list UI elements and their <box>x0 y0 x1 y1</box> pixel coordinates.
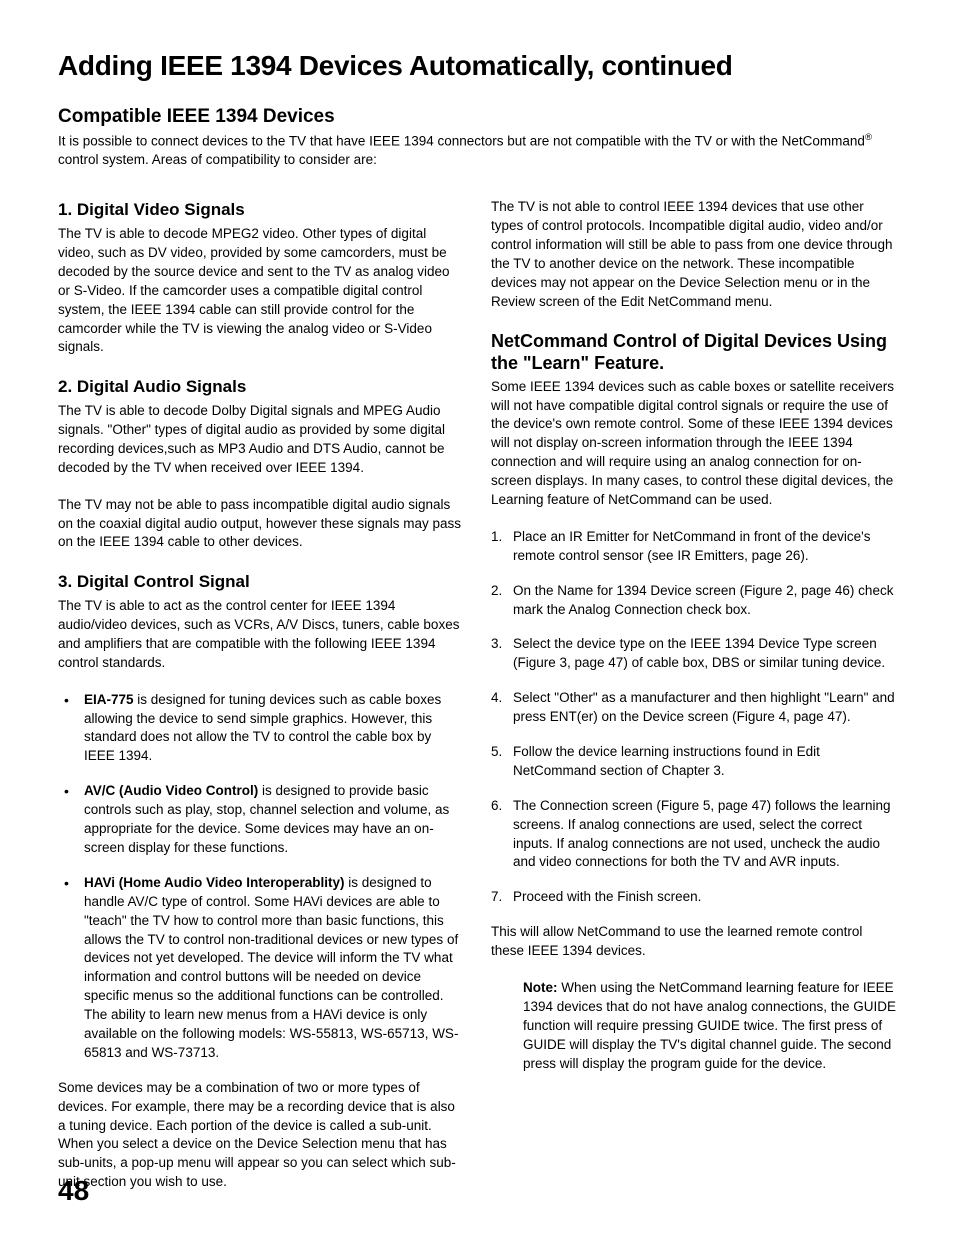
step-num: 3. <box>491 635 502 654</box>
bullet-havi-rest: is designed to handle AV/C type of contr… <box>84 875 458 1060</box>
note-label: Note: <box>523 980 558 995</box>
para-digital-audio-1: The TV is able to decode Dolby Digital s… <box>58 402 463 478</box>
heading-digital-control: 3. Digital Control Signal <box>58 570 463 594</box>
step-3: 3. Select the device type on the IEEE 139… <box>491 635 896 673</box>
step-num: 6. <box>491 797 502 816</box>
step-7: 7. Proceed with the Finish screen. <box>491 888 896 907</box>
step-6-text: The Connection screen (Figure 5, page 47… <box>513 798 890 870</box>
bullet-havi-bold: HAVi (Home Audio Video Interoperablity) <box>84 875 345 890</box>
bullet-avc-bold: AV/C (Audio Video Control) <box>84 783 258 798</box>
step-num: 4. <box>491 689 502 708</box>
para-closing: This will allow NetCommand to use the le… <box>491 923 896 961</box>
left-column: 1. Digital Video Signals The TV is able … <box>58 198 463 1210</box>
step-1: 1. Place an IR Emitter for NetCommand in … <box>491 528 896 566</box>
bullet-eia775-bold: EIA-775 <box>84 692 134 707</box>
para-sub-units: Some devices may be a combination of two… <box>58 1079 463 1192</box>
step-2-text: On the Name for 1394 Device screen (Figu… <box>513 583 893 617</box>
bullet-list-control-standards: EIA-775 is designed for tuning devices s… <box>58 691 463 1063</box>
note-block: Note: When using the NetCommand learning… <box>491 979 896 1073</box>
step-5-text: Follow the device learning instructions … <box>513 744 820 778</box>
page-number: 48 <box>58 1175 89 1207</box>
registered-mark: ® <box>865 132 872 143</box>
step-7-text: Proceed with the Finish screen. <box>513 889 701 904</box>
heading-digital-audio: 2. Digital Audio Signals <box>58 375 463 399</box>
step-num: 7. <box>491 888 502 907</box>
columns: 1. Digital Video Signals The TV is able … <box>58 198 896 1210</box>
para-digital-audio-2: The TV may not be able to pass incompati… <box>58 496 463 553</box>
numbered-steps: 1. Place an IR Emitter for NetCommand in … <box>491 528 896 907</box>
step-2: 2. On the Name for 1394 Device screen (Fi… <box>491 582 896 620</box>
step-1-text: Place an IR Emitter for NetCommand in fr… <box>513 529 870 563</box>
heading-netcommand-learn: NetCommand Control of Digital Devices Us… <box>491 330 896 375</box>
page-title: Adding IEEE 1394 Devices Automatically, … <box>58 50 896 82</box>
right-column: The TV is not able to control IEEE 1394 … <box>491 198 896 1210</box>
step-6: 6. The Connection screen (Figure 5, page … <box>491 797 896 873</box>
intro-heading: Compatible IEEE 1394 Devices <box>58 106 896 128</box>
step-num: 2. <box>491 582 502 601</box>
step-5: 5. Follow the device learning instruction… <box>491 743 896 781</box>
step-num: 1. <box>491 528 502 547</box>
para-incompatible: The TV is not able to control IEEE 1394 … <box>491 198 896 311</box>
bullet-eia775: EIA-775 is designed for tuning devices s… <box>58 691 463 767</box>
para-digital-video: The TV is able to decode MPEG2 video. Ot… <box>58 225 463 357</box>
bullet-avc: AV/C (Audio Video Control) is designed t… <box>58 782 463 858</box>
para-digital-control-intro: The TV is able to act as the control cen… <box>58 597 463 673</box>
note-text: When using the NetCommand learning featu… <box>523 980 896 1071</box>
step-num: 5. <box>491 743 502 762</box>
intro-text: It is possible to connect devices to the… <box>58 131 896 170</box>
step-4: 4. Select "Other" as a manufacturer and t… <box>491 689 896 727</box>
step-3-text: Select the device type on the IEEE 1394 … <box>513 636 885 670</box>
bullet-havi: HAVi (Home Audio Video Interoperablity) … <box>58 874 463 1063</box>
step-4-text: Select "Other" as a manufacturer and the… <box>513 690 895 724</box>
bullet-eia775-rest: is designed for tuning devices such as c… <box>84 692 441 764</box>
para-learn-intro: Some IEEE 1394 devices such as cable box… <box>491 378 896 510</box>
heading-digital-video: 1. Digital Video Signals <box>58 198 463 222</box>
intro-text-a: It is possible to connect devices to the… <box>58 134 865 149</box>
intro-text-b: control system. Areas of compatibility t… <box>58 152 377 167</box>
